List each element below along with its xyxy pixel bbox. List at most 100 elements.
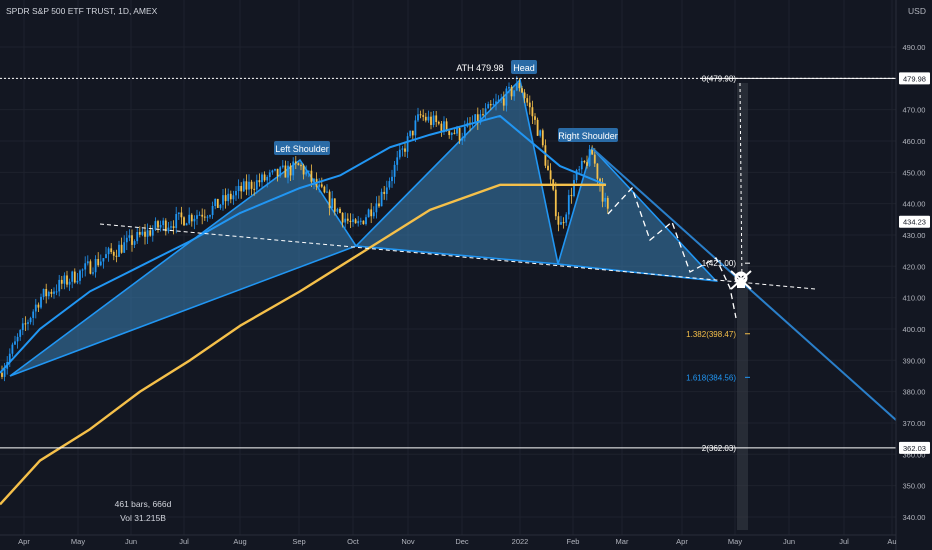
candle-body: [326, 191, 328, 193]
candle-body: [591, 149, 594, 155]
candle-body: [578, 169, 581, 171]
svg-text:362.03: 362.03: [903, 444, 926, 453]
candle-body: [523, 92, 526, 99]
candle-body: [19, 330, 22, 337]
candle-body: [515, 82, 518, 91]
neckline: [99, 223, 816, 290]
candle-body: [339, 208, 341, 213]
currency-selector[interactable]: USD: [903, 5, 927, 18]
head-tag[interactable]: Head: [511, 60, 537, 74]
candle-body: [112, 252, 115, 256]
candle-body: [567, 195, 570, 215]
time-tick-label: Oct: [347, 537, 360, 546]
candle-body: [89, 261, 92, 274]
candle-body: [281, 165, 284, 168]
candle-body: [131, 235, 133, 245]
candle-body: [190, 214, 193, 222]
left-shoulder-tag[interactable]: Left Shoulder: [274, 141, 330, 155]
price-tick-label: 390.00: [903, 356, 926, 365]
time-tick-label: Feb: [567, 537, 580, 546]
candle-body: [445, 121, 448, 131]
price-tick-label: 440.00: [903, 200, 926, 209]
left-shoulder-label: Left Shoulder: [275, 144, 329, 154]
candle-body: [136, 232, 139, 242]
candle-body: [570, 195, 573, 197]
skull-icon: [730, 270, 752, 290]
right-shoulder-tag[interactable]: Right Shoulder: [558, 128, 618, 142]
candle-body: [333, 198, 336, 212]
candle-body: [300, 165, 302, 167]
candle-body: [11, 344, 14, 354]
candle-body: [346, 218, 349, 221]
head-fill: [354, 78, 560, 265]
candle-body: [396, 157, 399, 165]
candle-body: [170, 226, 172, 228]
price-tick-label: 450.00: [903, 168, 926, 177]
candle-body: [224, 195, 227, 202]
candle-body: [562, 222, 565, 224]
candle-body: [258, 180, 261, 183]
candle-body: [27, 322, 29, 324]
candle-body: [73, 271, 76, 283]
candle-body: [328, 191, 331, 209]
candle-body: [393, 164, 396, 177]
price-tick-label: 370.00: [903, 419, 926, 428]
time-tick-label: Jul: [179, 537, 189, 546]
currency-label: USD: [908, 6, 926, 16]
candle-body: [263, 174, 266, 181]
fib-level-label: 0(479.98): [702, 74, 737, 83]
projection-path: [607, 186, 737, 319]
candle-body: [42, 288, 45, 297]
candle-body: [437, 121, 440, 124]
candle-body: [357, 221, 360, 224]
time-tick-label: 2022: [512, 537, 529, 546]
candle-body: [391, 176, 393, 182]
candle-body: [138, 232, 141, 235]
candle-body: [549, 170, 552, 180]
candle-body: [149, 230, 152, 236]
price-tick-label: 430.00: [903, 231, 926, 240]
candle-body: [474, 114, 477, 123]
ma-short-line: [0, 114, 607, 374]
candle-body: [172, 226, 175, 228]
candle-body: [255, 180, 258, 190]
candle-body: [534, 116, 536, 120]
candle-body: [409, 130, 412, 137]
candle-body: [294, 161, 297, 164]
candle-body: [302, 165, 305, 175]
candle-body: [378, 203, 380, 207]
candle-body: [201, 214, 204, 217]
candle-body: [60, 279, 63, 284]
candle-body: [521, 88, 523, 93]
time-tick-label: Jun: [125, 537, 137, 546]
candle-body: [289, 165, 292, 176]
candle-body: [450, 132, 453, 136]
candle-body: [414, 120, 417, 136]
candle-body: [183, 217, 185, 226]
candle-body: [237, 185, 240, 192]
ma-long-line: [0, 183, 606, 506]
candle-body: [97, 259, 100, 266]
candle-body: [385, 187, 388, 194]
candle-body: [601, 185, 604, 202]
candle-body: [110, 248, 113, 253]
candle-body: [222, 195, 224, 205]
price-tick-label: 340.00: [903, 513, 926, 522]
candle-body: [253, 188, 256, 190]
candle-body: [102, 258, 105, 262]
price-tick-label: 460.00: [903, 137, 926, 146]
candle-body: [513, 90, 516, 97]
candle-body: [573, 180, 575, 196]
candle-body: [479, 114, 482, 123]
candle-body: [50, 291, 53, 294]
candle-body: [463, 126, 466, 138]
candle-body: [505, 88, 508, 106]
candle-body: [427, 116, 430, 121]
head-label: Head: [513, 63, 535, 73]
candle-body: [198, 214, 201, 216]
candle-body: [583, 160, 586, 163]
candle-body: [336, 208, 339, 212]
time-tick-label: Jul: [839, 537, 849, 546]
